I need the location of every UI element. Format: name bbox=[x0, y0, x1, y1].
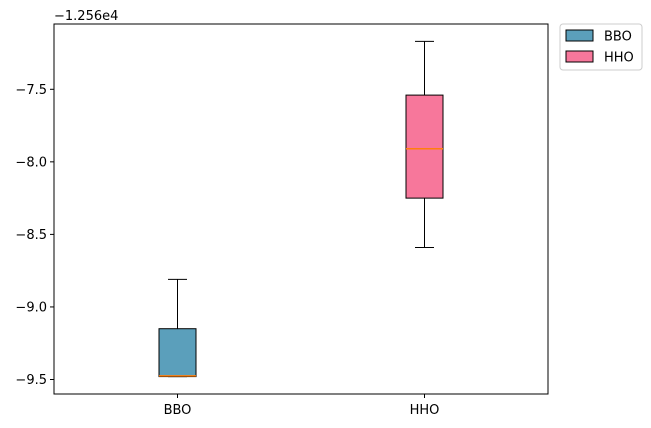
box-hho bbox=[405, 40, 444, 248]
x-axis: BBO HHO bbox=[164, 394, 440, 418]
box-bbo bbox=[158, 278, 197, 378]
iqr-box bbox=[158, 328, 197, 378]
plot-frame bbox=[53, 23, 549, 395]
legend-label-bbo: BBO bbox=[604, 30, 632, 45]
legend-label-hho: HHO bbox=[604, 51, 634, 66]
boxes bbox=[158, 40, 444, 378]
y-tick-label: −8.5 bbox=[15, 228, 47, 243]
y-tick-label: −9.0 bbox=[15, 300, 47, 315]
iqr-box bbox=[405, 94, 444, 199]
y-tick-label: −8.0 bbox=[15, 155, 47, 170]
legend-swatch-hho bbox=[565, 50, 594, 63]
x-tick-label: HHO bbox=[410, 403, 440, 418]
y-axis-offset-label: −1.256e4 bbox=[54, 9, 118, 24]
y-tick-label: −9.5 bbox=[15, 373, 47, 388]
legend: BBO HHO bbox=[559, 23, 643, 71]
y-tick-label: −7.5 bbox=[15, 83, 47, 98]
y-axis: −9.5 −9.0 −8.5 −8.0 −7.5 bbox=[15, 83, 54, 388]
legend-swatch-bbo bbox=[565, 29, 594, 42]
plot-area bbox=[54, 24, 548, 394]
x-tick-label: BBO bbox=[164, 403, 192, 418]
